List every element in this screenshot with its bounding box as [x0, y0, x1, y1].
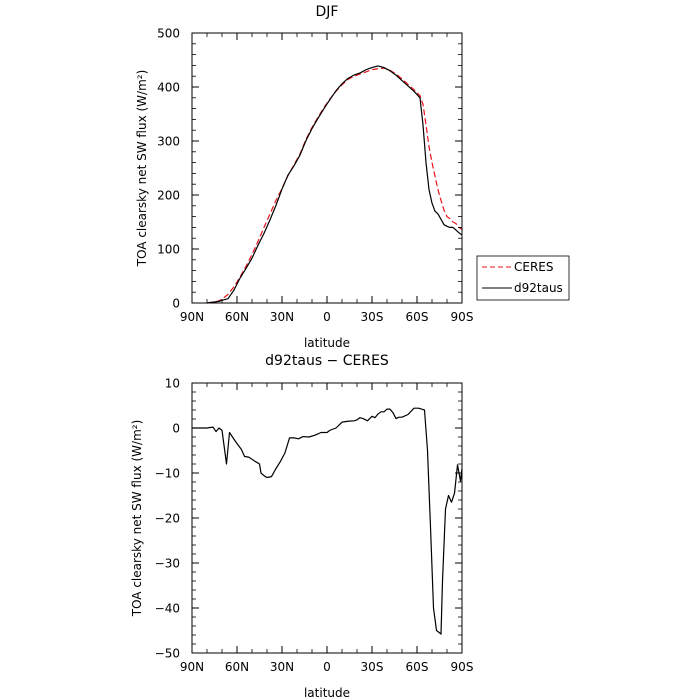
top-x-tick-label: 60N — [225, 310, 249, 324]
bottom-chart-lines — [192, 407, 463, 635]
top-x-tick-label: 0 — [323, 310, 331, 324]
bottom-x-tick-label: 30S — [361, 660, 384, 674]
series-line-d92taus — [206, 65, 463, 304]
top-y-tick-label: 100 — [157, 243, 180, 257]
bottom-plot-frame — [191, 382, 463, 654]
top-x-tick-label: 90N — [180, 310, 204, 324]
legend-label-ceres: CERES — [514, 260, 554, 274]
bottom-x-tick-label: 60N — [225, 660, 249, 674]
legend-label-d92taus: d92taus — [514, 281, 563, 295]
top-x-tick-label: 60S — [406, 310, 429, 324]
top-y-tick-label: 200 — [157, 189, 180, 203]
top-y-tick-label: 400 — [157, 81, 180, 95]
legend: CERES d92taus — [476, 255, 570, 301]
bottom-y-tick-label: 0 — [172, 422, 180, 436]
top-chart-ticks: 90N 60N 30N 0 30S 60S 90S 0 100 200 300 400 500 — [157, 27, 473, 325]
bottom-y-axis-label: TOA clearsky net SW flux (W/m²) — [130, 420, 144, 618]
bottom-y-tick-label: −30 — [155, 557, 180, 571]
bottom-x-tick-label: 30N — [270, 660, 294, 674]
top-x-tick-label: 30S — [361, 310, 384, 324]
bottom-x-tick-label: 0 — [323, 660, 331, 674]
bottom-x-tick-label: 90N — [180, 660, 204, 674]
legend-box — [476, 255, 570, 301]
top-plot-frame — [191, 32, 463, 304]
top-chart-title: DJF — [316, 4, 339, 20]
top-x-tick-label: 30N — [270, 310, 294, 324]
series-line-series-0 — [192, 407, 463, 635]
bottom-chart-ticks: 90N 60N 30N 0 30S 60S 90S −50 −40 −30 −20 −10 0 10 — [155, 377, 474, 675]
top-chart-lines — [206, 65, 463, 304]
top-x-tick-label: 90S — [451, 310, 474, 324]
bottom-x-tick-label: 90S — [451, 660, 474, 674]
top-y-tick-label: 500 — [157, 27, 180, 41]
bottom-y-tick-label: −50 — [155, 647, 180, 661]
bottom-chart-title: d92taus − CERES — [265, 353, 389, 369]
bottom-y-tick-label: −10 — [155, 467, 180, 481]
bottom-x-axis-label: latitude — [304, 686, 350, 700]
top-y-tick-label: 300 — [157, 135, 180, 149]
top-y-axis-label: TOA clearsky net SW flux (W/m²) — [135, 70, 149, 268]
bottom-x-tick-label: 60S — [406, 660, 429, 674]
top-panel: DJF 90N 60N 30N 0 30S 60S 90S0100200300400500 … — [135, 4, 570, 350]
top-x-axis-label: latitude — [304, 336, 350, 350]
series-line-ceres — [206, 67, 463, 304]
bottom-y-tick-label: 10 — [165, 377, 180, 391]
bottom-y-tick-label: −40 — [155, 602, 180, 616]
bottom-panel: d92taus − CERES 90N 60N 30N 0 30S 60S 90S −50 −4… — [130, 353, 473, 700]
top-y-tick-label: 0 — [172, 297, 180, 311]
bottom-y-tick-label: −20 — [155, 512, 180, 526]
